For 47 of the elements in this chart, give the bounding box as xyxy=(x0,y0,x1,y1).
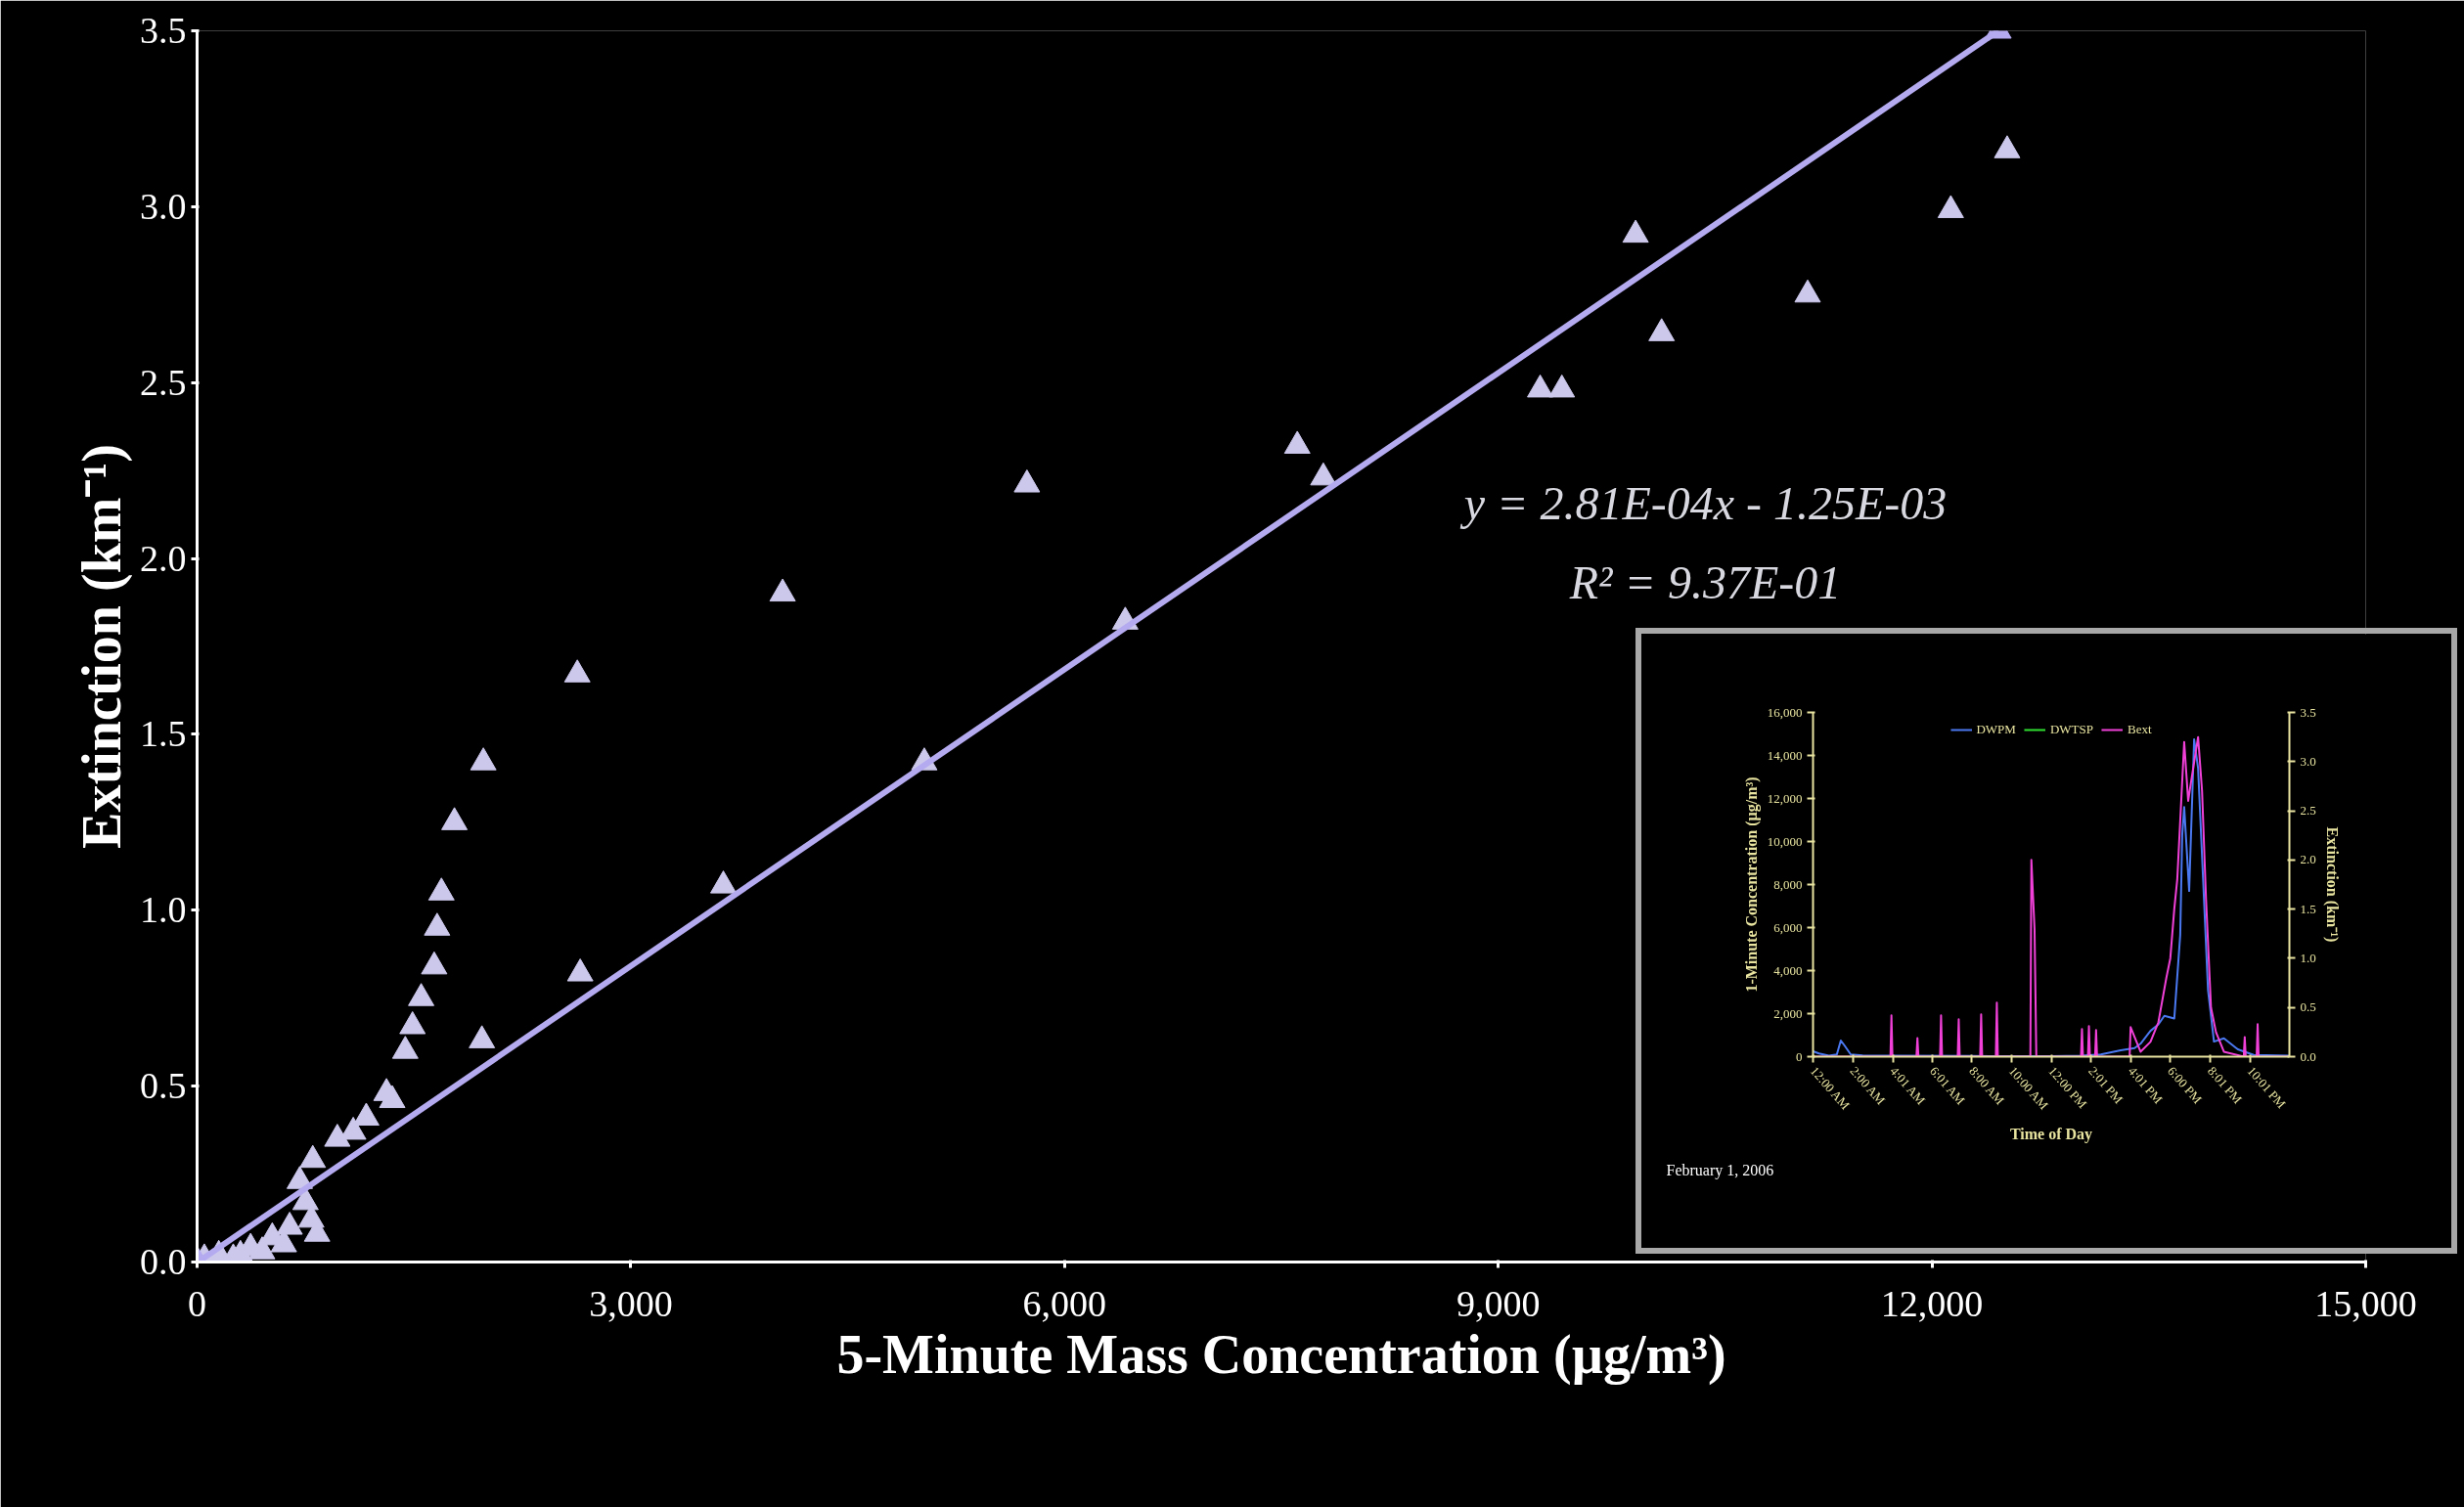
y-tick-label: 8,000 xyxy=(1773,876,1803,892)
y-tick-label: 12,000 xyxy=(1767,790,1803,806)
x-tick-label: 6,000 xyxy=(1022,1282,1107,1324)
y2-tick-label: 0.5 xyxy=(2300,999,2316,1015)
y-tick-label: 6,000 xyxy=(1773,919,1803,935)
legend-label: DWTSP xyxy=(2049,722,2093,737)
x-tick-label: 4:01 PM xyxy=(2125,1063,2167,1107)
y-tick-label: 16,000 xyxy=(1767,704,1803,720)
y-tick-label: 0 xyxy=(1796,1048,1803,1064)
x-tick-label: 6:00 PM xyxy=(2165,1063,2206,1107)
y2-axis-title: Extinction (km⁻¹) xyxy=(2322,826,2341,943)
annotation: y = 2.81E-04x - 1.25E-03 xyxy=(1458,477,1948,529)
x-tick-label: 15,000 xyxy=(2314,1282,2417,1324)
y-tick-label: 2.5 xyxy=(140,361,187,403)
y-tick-label: 14,000 xyxy=(1767,747,1803,763)
y2-tick-label: 0.0 xyxy=(2300,1048,2316,1064)
y-tick-label: 10,000 xyxy=(1767,833,1803,849)
x-tick-label: 8:01 PM xyxy=(2205,1063,2246,1107)
y-tick-label: 1.0 xyxy=(140,889,187,931)
y-axis-title: 1-Minute Concentration (µg/m³) xyxy=(1742,776,1761,993)
y-tick-label: 2.0 xyxy=(140,537,187,579)
legend-label: Bext xyxy=(2127,722,2152,737)
y2-tick-label: 2.5 xyxy=(2300,803,2316,819)
y2-tick-label: 1.0 xyxy=(2300,950,2316,965)
x-tick-label: 3,000 xyxy=(589,1282,673,1324)
x-tick-label: 12,000 xyxy=(1880,1282,1984,1324)
x-tick-label: 9,000 xyxy=(1456,1282,1541,1324)
y-tick-label: 3.0 xyxy=(140,185,187,227)
y-axis-title: Extinction (km⁻¹) xyxy=(71,444,133,849)
annotation: February 1, 2006 xyxy=(1666,1161,1774,1179)
legend-label: DWPM xyxy=(1976,722,2016,737)
x-tick-label: 6:01 AM xyxy=(1926,1063,1969,1108)
y-tick-label: 0.0 xyxy=(140,1241,187,1282)
x-axis-title: Time of Day xyxy=(2009,1125,2093,1143)
y2-tick-label: 3.5 xyxy=(2300,704,2316,720)
y2-tick-label: 3.0 xyxy=(2300,753,2316,769)
x-tick-label: 8:00 AM xyxy=(1966,1063,2008,1108)
y-tick-label: 2,000 xyxy=(1773,1005,1803,1021)
y-tick-label: 1.5 xyxy=(140,713,187,755)
y-tick-label: 3.5 xyxy=(140,10,187,51)
y-tick-label: 0.5 xyxy=(140,1065,187,1107)
y2-tick-label: 1.5 xyxy=(2300,901,2316,916)
y-tick-label: 4,000 xyxy=(1773,962,1803,978)
x-axis-title: 5-Minute Mass Concentration (µg/m³) xyxy=(836,1323,1726,1386)
x-tick-label: 4:01 AM xyxy=(1887,1063,1929,1108)
y2-tick-label: 2.0 xyxy=(2300,852,2316,867)
annotation: R² = 9.37E-01 xyxy=(1568,556,1842,608)
